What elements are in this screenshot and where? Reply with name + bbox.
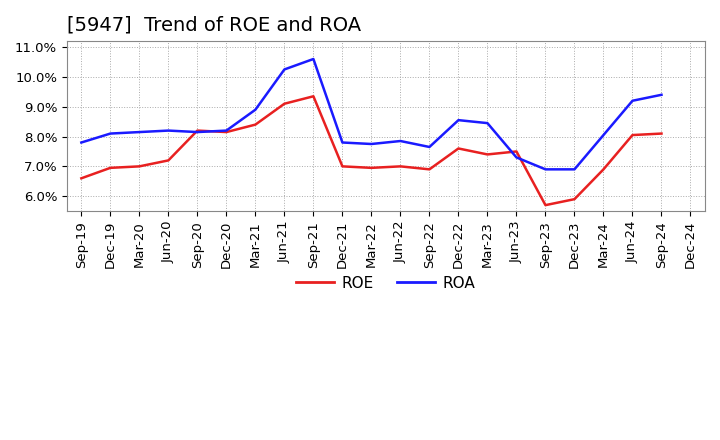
Legend: ROE, ROA: ROE, ROA [290, 270, 482, 297]
Text: [5947]  Trend of ROE and ROA: [5947] Trend of ROE and ROA [67, 15, 361, 34]
